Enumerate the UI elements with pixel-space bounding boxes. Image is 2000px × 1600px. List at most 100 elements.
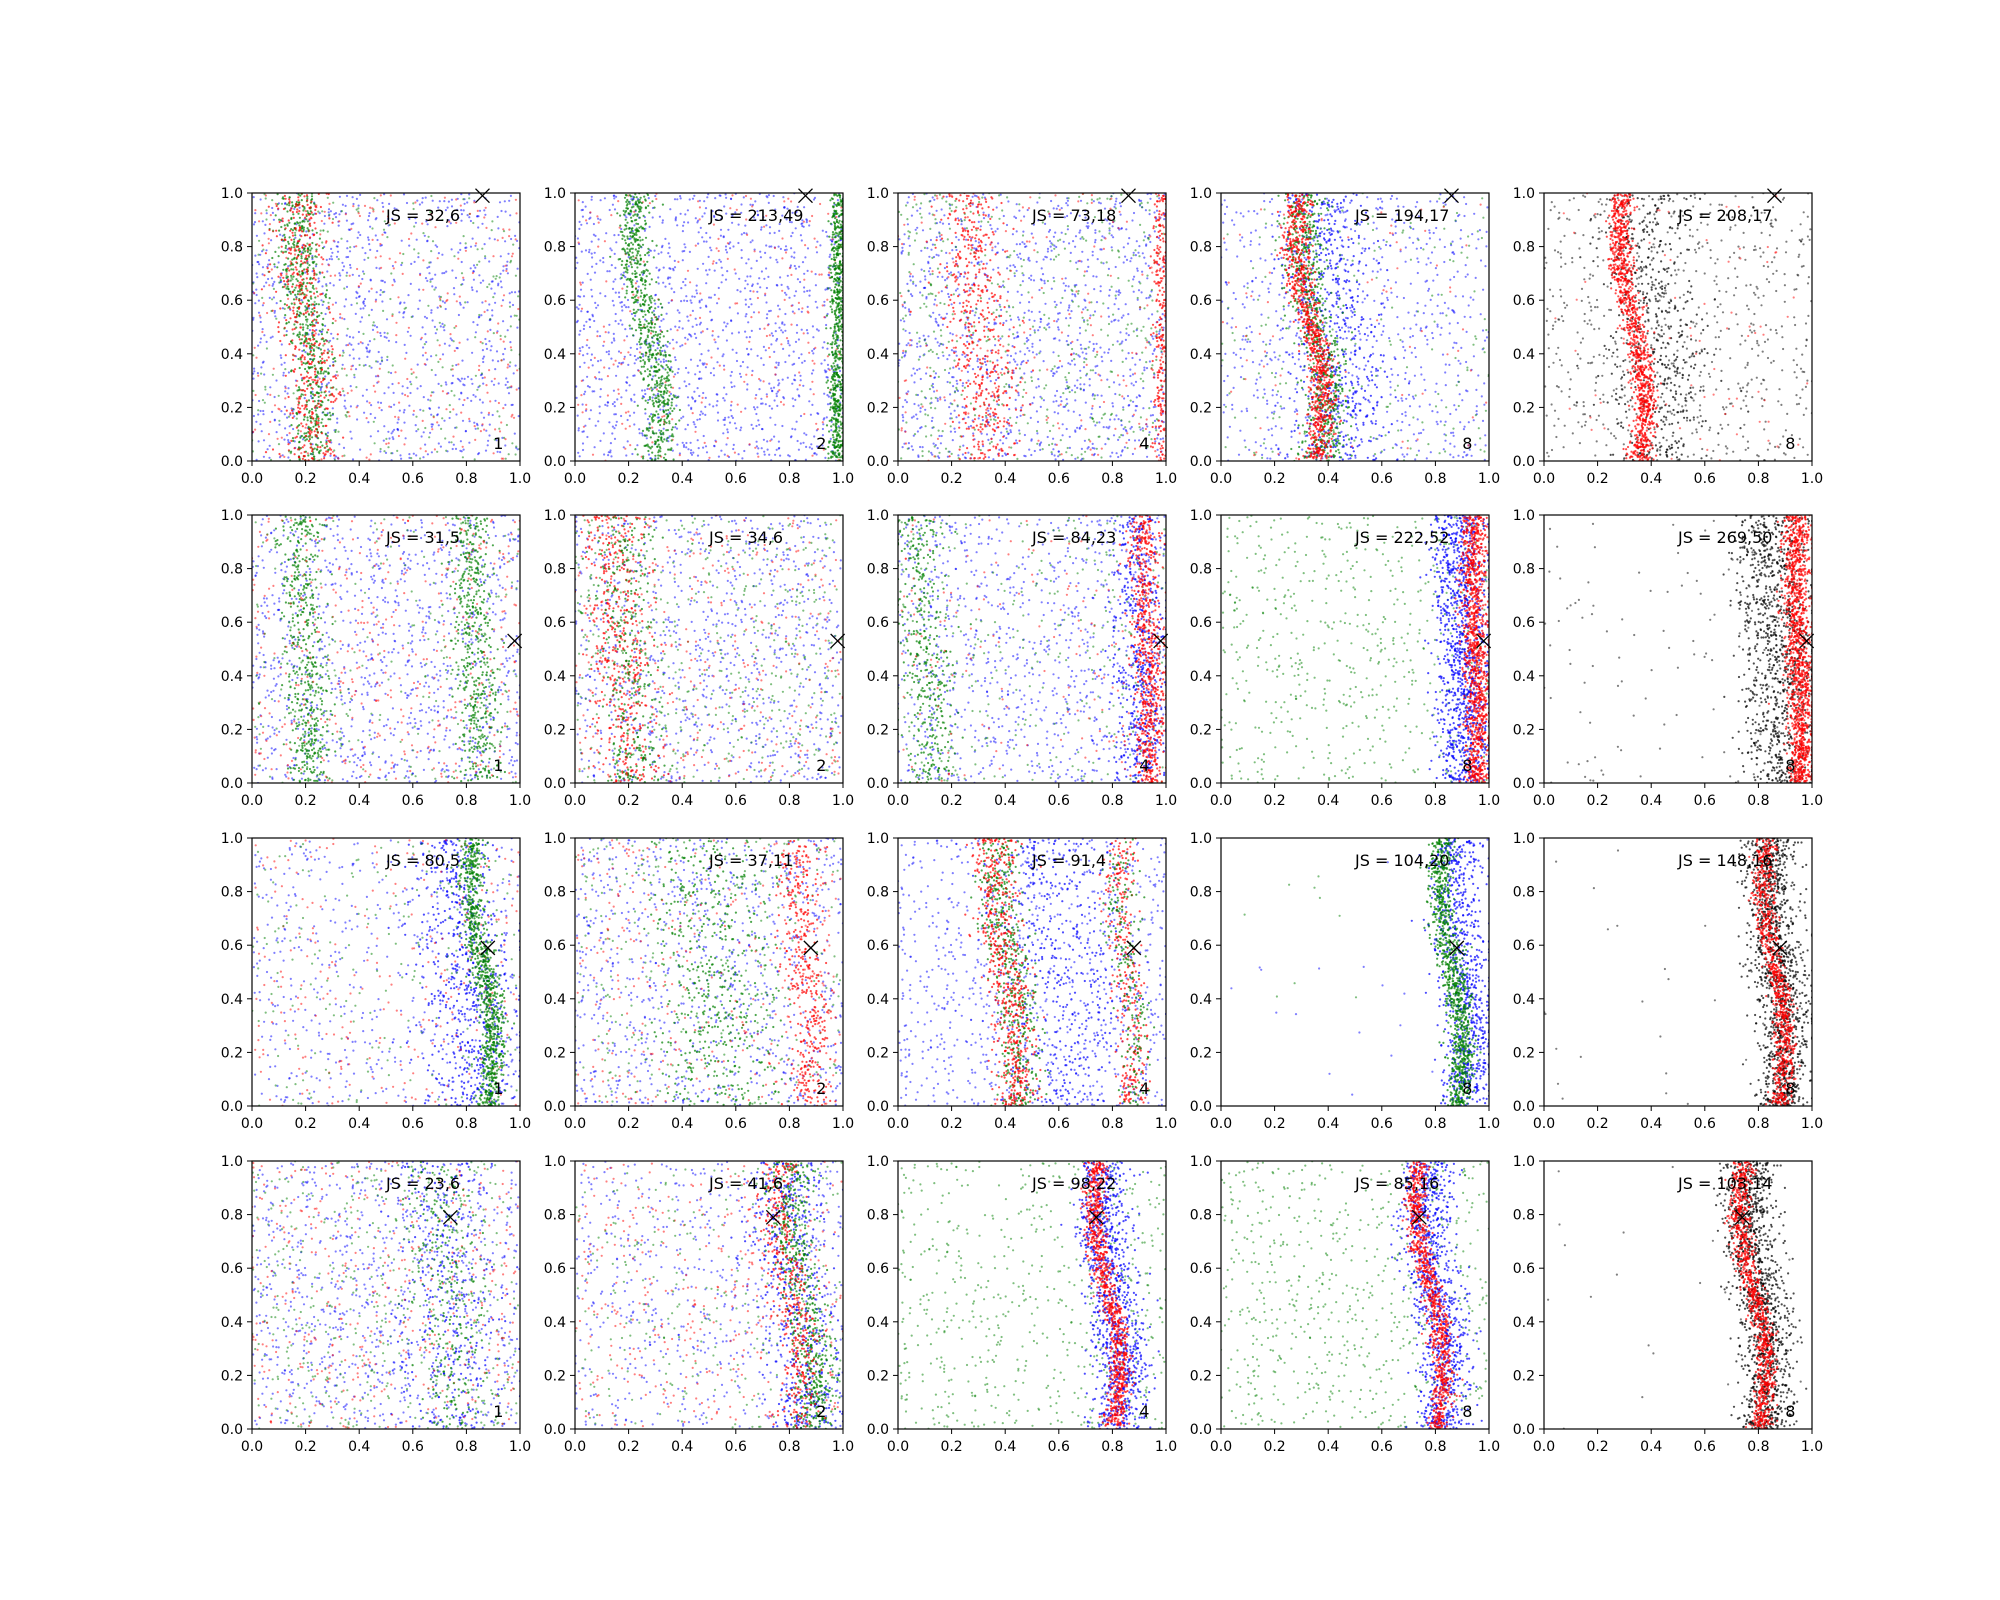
scatter-point [371,328,375,331]
scatter-point [633,295,637,298]
scatter-point [421,201,424,204]
scatter-point [603,453,606,456]
scatter-point [624,218,627,221]
scatter-point [310,346,314,349]
scatter-point [272,287,275,290]
scatter-point [712,374,716,377]
scatter-point [670,447,673,450]
scatter-point [589,409,593,412]
scatter-point [488,260,491,263]
scatter-point [422,346,425,349]
scatter-point [287,456,290,459]
scatter-point [383,425,386,428]
scatter-point [304,271,307,274]
scatter-point [372,384,375,387]
scatter-point [368,314,371,317]
scatter-point [493,438,496,441]
scatter-point [322,425,325,428]
scatter-point [795,210,798,213]
scatter-point [813,362,816,365]
scatter-point [441,366,444,369]
scatter-point [623,283,626,286]
scatter-point [321,357,324,360]
scatter-point [419,447,422,450]
scatter-point [379,362,382,365]
scatter-point [682,415,685,418]
scatter-point [628,202,631,205]
scatter-point [502,265,505,268]
scatter-point [814,346,817,349]
scatter-point [692,451,695,454]
scatter-point [400,429,403,432]
scatter-point [695,323,698,326]
scatter-point [748,443,751,446]
scatter-point [694,399,697,402]
scatter-point [311,312,314,315]
scatter-point [423,234,426,237]
scatter-point [630,241,633,244]
scatter-point [297,406,300,409]
scatter-point [635,233,638,236]
scatter-point [444,209,447,212]
scatter-point [455,426,458,429]
scatter-point [749,241,752,244]
scatter-point [410,368,413,371]
scatter-point [299,323,302,326]
scatter-point [623,196,627,199]
scatter-point [641,326,644,330]
scatter-point [479,340,482,344]
scatter-point [640,332,643,335]
scatter-point [599,388,602,391]
scatter-point [472,221,475,225]
scatter-point [781,424,784,428]
scatter-point [283,405,287,408]
scatter-point [410,232,413,235]
scatter-point [689,441,692,444]
scatter-point [678,408,682,412]
scatter-point [731,348,734,351]
scatter-point [833,417,836,421]
scatter-point [504,403,507,406]
scatter-point [315,404,318,407]
scatter-point [448,220,451,223]
scatter-point [288,201,291,205]
scatter-point [621,237,624,240]
scatter-point [585,408,588,411]
scatter-point [658,383,661,386]
scatter-point [577,307,580,310]
scatter-point [724,193,727,196]
scatter-point [322,352,325,355]
scatter-point [488,283,491,286]
scatter-point [328,411,331,414]
scatter-point [747,353,750,356]
scatter-point [620,363,623,366]
scatter-point [827,220,830,223]
scatter-point [255,272,258,275]
scatter-point [344,414,347,417]
scatter-point [303,390,306,393]
scatter-point [587,366,590,369]
scatter-point [410,315,413,319]
scatter-point [662,393,665,396]
scatter-point [296,255,299,258]
scatter-point [665,387,668,390]
scatter-point [696,364,699,367]
scatter-point [297,403,300,406]
scatter-point [422,288,425,291]
scatter-point [653,413,656,417]
scatter-point [328,350,331,353]
scatter-point [667,399,670,402]
scatter-point [302,243,305,246]
scatter-point [306,242,309,245]
scatter-point [327,341,330,344]
scatter-point [697,242,700,245]
scatter-point [329,439,332,442]
scatter-point [747,321,750,324]
scatter-point [508,365,511,368]
scatter-point [404,437,407,440]
scatter-point [497,284,500,287]
scatter-point [688,383,691,386]
scatter-point [666,277,670,280]
scatter-point [424,277,428,280]
scatter-point [744,407,747,410]
